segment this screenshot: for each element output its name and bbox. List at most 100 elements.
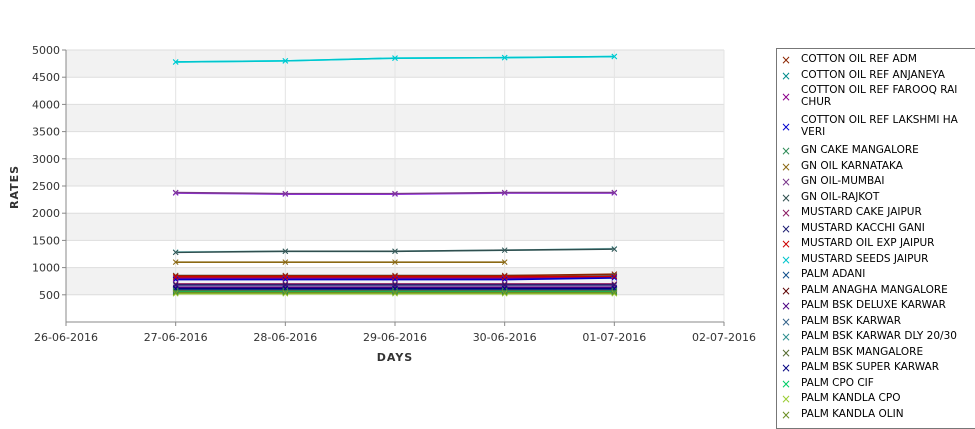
legend-label: PALM KANDLA CPO <box>801 392 901 404</box>
legend-item: × GN OIL-RAJKOT <box>777 190 975 205</box>
y-tick-label: 3000 <box>32 153 60 166</box>
series-21-marker <box>172 289 179 296</box>
series-6-marker <box>611 189 618 196</box>
series-17-marker <box>611 288 618 294</box>
series-10-marker <box>282 273 289 280</box>
legend-label: PALM CPO CIF <box>801 376 874 389</box>
x-tick-label: 26-06-2016 <box>34 331 98 344</box>
series-5-marker <box>282 259 289 266</box>
legend-label: PALM ANAGHA MANGALORE <box>801 283 948 296</box>
series-11-marker <box>392 55 398 62</box>
series-17-marker <box>282 288 289 294</box>
series-21-marker <box>282 289 289 296</box>
legend-label: PALM BSK KARWAR <box>801 314 902 327</box>
legend-label: MUSTARD OIL EXP JAIPUR <box>801 237 935 249</box>
legend-item: × MUSTARD OIL EXP JAIPUR <box>777 237 975 251</box>
legend-item: × COTTON OIL REF ANJANEYA <box>777 68 975 83</box>
legend-marker-icon: × <box>781 392 792 406</box>
legend-label: COTTON OIL REF LAKSHMI HA VERI <box>801 114 958 138</box>
legend-item: × COTTON OIL REF FAROOQ RAI CHUR <box>777 84 975 108</box>
legend-item: × MUSTARD SEEDS JAIPUR <box>777 253 975 266</box>
legend-marker-icon: × <box>781 361 792 375</box>
legend-marker-icon: × <box>781 345 792 360</box>
legend-label: PALM ADANI <box>801 268 866 280</box>
x-tick-label: 27-06-2016 <box>144 331 208 344</box>
chart-legend: × COTTON OIL REF ADM × COTTON OIL REF ANJAN… <box>776 48 975 429</box>
legend-marker-icon: × <box>781 120 792 134</box>
y-tick-label: 1000 <box>32 262 60 275</box>
legend-label: MUSTARD KACCHI GANI <box>801 221 925 234</box>
series-7-marker <box>501 247 508 254</box>
series-10-marker <box>611 273 618 280</box>
legend-label: COTTON OIL REF ANJANEYA <box>801 68 945 81</box>
legend-label: PALM KANDLA OLIN <box>801 407 904 420</box>
series-17-marker <box>392 288 398 294</box>
legend-item: × PALM ANAGHA MANGALORE <box>777 283 975 298</box>
legend-label: GN OIL-RAJKOT <box>801 190 880 203</box>
legend-label: PALM BSK DELUXE KARWAR <box>801 299 946 311</box>
series-7-marker <box>611 246 618 252</box>
legend-marker-icon: × <box>781 237 792 251</box>
legend-item: × PALM ADANI <box>777 268 975 282</box>
legend-label: GN OIL KARNATAKA <box>801 159 903 172</box>
legend-label: COTTON OIL REF ADM <box>801 53 917 65</box>
legend-marker-icon: × <box>781 283 792 298</box>
series-21-marker <box>611 289 618 296</box>
legend-label: PALM BSK SUPER KARWAR <box>801 361 939 373</box>
legend-marker-icon: × <box>781 376 792 391</box>
x-tick-label: 02-07-2016 <box>692 331 756 344</box>
x-tick-label: 30-06-2016 <box>473 331 537 344</box>
series-3-marker <box>611 275 618 281</box>
legend-label: GN OIL-MUMBAI <box>801 175 885 187</box>
x-tick-label: 01-07-2016 <box>582 331 646 344</box>
series-7-marker <box>282 248 289 255</box>
series-2-marker <box>282 275 289 282</box>
series-5-marker <box>501 259 508 266</box>
y-tick-label: 3500 <box>32 126 60 139</box>
legend-item: × COTTON OIL REF LAKSHMI HA VERI <box>777 114 975 138</box>
legend-marker-icon: × <box>781 407 792 422</box>
legend-item: × PALM BSK DELUXE KARWAR <box>777 299 975 312</box>
legend-label: PALM BSK MANGALORE <box>801 345 924 358</box>
series-10-marker <box>501 273 508 280</box>
y-tick-label: 2000 <box>32 207 60 220</box>
legend-label: COTTON OIL REF FAROOQ RAI CHUR <box>801 84 958 108</box>
legend-item: × PALM KANDLA OLIN <box>777 407 975 422</box>
series-6-marker <box>282 190 289 197</box>
series-11-marker <box>501 54 508 61</box>
series-10-marker <box>172 273 179 280</box>
legend-item: × PALM BSK MANGALORE <box>777 345 975 360</box>
series-10-marker <box>392 273 398 280</box>
legend-item: × COTTON OIL REF ADM <box>777 53 975 67</box>
series-2-marker <box>501 275 508 282</box>
y-tick-label: 4500 <box>32 71 60 84</box>
legend-item: × GN OIL-MUMBAI <box>777 175 975 189</box>
y-axis-title: RATES <box>8 165 21 209</box>
series-11-marker <box>282 58 289 64</box>
legend-marker-icon: × <box>781 68 792 83</box>
legend-marker-icon: × <box>781 175 792 189</box>
y-tick-label: 2500 <box>32 180 60 193</box>
legend-marker-icon: × <box>781 53 792 67</box>
y-tick-label: 5000 <box>32 44 60 57</box>
series-17-marker <box>172 288 179 294</box>
series-5-marker <box>172 259 179 266</box>
legend-label: MUSTARD CAKE JAIPUR <box>801 206 922 218</box>
y-tick-label: 1500 <box>32 234 60 247</box>
legend-marker-icon: × <box>781 90 792 104</box>
series-21-marker <box>501 289 508 296</box>
legend-marker-icon: × <box>781 206 792 220</box>
x-tick-label: 29-06-2016 <box>363 331 427 344</box>
legend-item: × MUSTARD KACCHI GANI <box>777 221 975 235</box>
legend-marker-icon: × <box>781 268 792 282</box>
y-axis-ticks: 500 1000 1500 2000 2500 3000 3500 4000 4500 5000 <box>32 44 66 302</box>
legend-marker-icon: × <box>781 314 792 329</box>
legend-marker-icon: × <box>781 190 792 205</box>
legend-item: × PALM BSK SUPER KARWAR <box>777 361 975 375</box>
series-6-marker <box>172 189 179 196</box>
series-17-marker <box>501 288 508 294</box>
legend-marker-icon: × <box>781 330 792 344</box>
series-2-marker <box>392 275 398 282</box>
legend-item: × GN CAKE MANGALORE <box>777 144 975 157</box>
